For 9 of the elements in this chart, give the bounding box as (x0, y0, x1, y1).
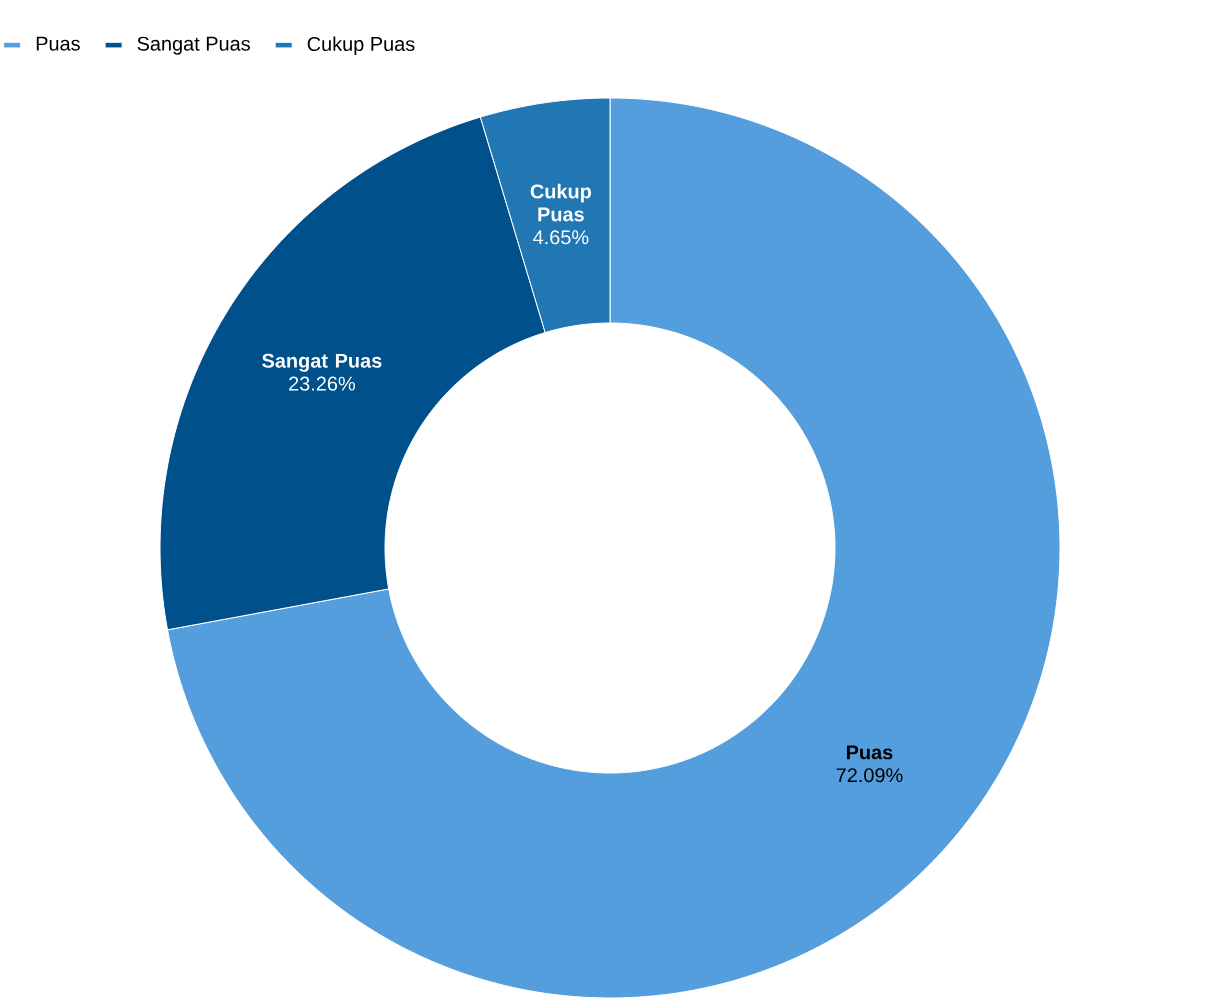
data-label: 4.65% (533, 230, 589, 245)
legend-label: Sangat Puas (137, 36, 250, 55)
slice-label: Sangat Puas (262, 353, 382, 372)
data-label: 23.26% (289, 376, 355, 391)
legend-label: Cukup Puas (307, 36, 415, 55)
data-label: 72.09% (836, 768, 903, 783)
slice-label: Cukup Puas (530, 183, 592, 222)
legend-label: Puas (36, 36, 80, 51)
slice-label: Puas (846, 745, 893, 760)
